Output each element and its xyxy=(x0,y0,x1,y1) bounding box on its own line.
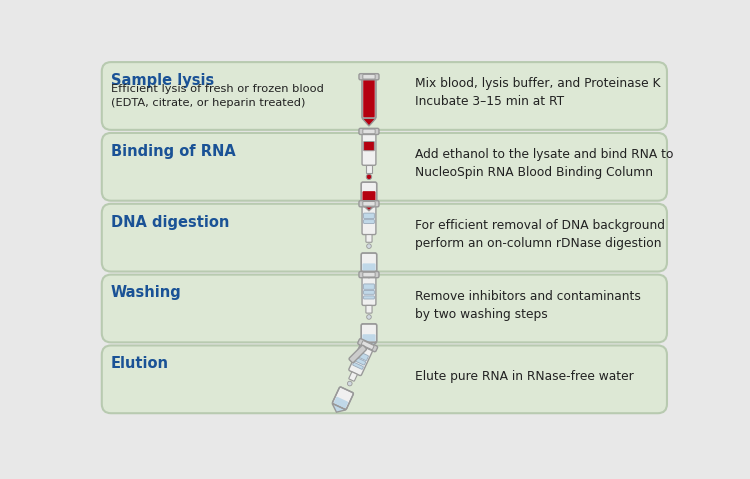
FancyBboxPatch shape xyxy=(362,276,376,306)
FancyBboxPatch shape xyxy=(364,219,374,224)
FancyBboxPatch shape xyxy=(355,357,366,365)
FancyBboxPatch shape xyxy=(364,141,374,151)
FancyBboxPatch shape xyxy=(362,182,376,204)
FancyBboxPatch shape xyxy=(352,363,363,369)
FancyBboxPatch shape xyxy=(359,201,379,207)
FancyBboxPatch shape xyxy=(362,253,376,272)
FancyBboxPatch shape xyxy=(362,205,376,235)
FancyBboxPatch shape xyxy=(358,339,377,352)
FancyBboxPatch shape xyxy=(102,204,667,272)
Polygon shape xyxy=(362,342,376,349)
FancyBboxPatch shape xyxy=(362,133,376,165)
FancyBboxPatch shape xyxy=(366,306,372,313)
FancyBboxPatch shape xyxy=(349,372,357,381)
FancyBboxPatch shape xyxy=(357,352,368,361)
FancyBboxPatch shape xyxy=(364,290,374,294)
FancyBboxPatch shape xyxy=(349,344,373,376)
FancyBboxPatch shape xyxy=(359,74,379,80)
Circle shape xyxy=(347,381,352,386)
FancyBboxPatch shape xyxy=(102,62,667,130)
Text: Elution: Elution xyxy=(111,356,169,371)
FancyBboxPatch shape xyxy=(364,296,374,299)
FancyBboxPatch shape xyxy=(359,128,379,135)
FancyBboxPatch shape xyxy=(102,345,667,413)
FancyBboxPatch shape xyxy=(102,274,667,342)
Text: Elute pure RNA in RNase-free water: Elute pure RNA in RNase-free water xyxy=(416,370,634,383)
FancyBboxPatch shape xyxy=(362,341,374,350)
Circle shape xyxy=(367,244,371,249)
FancyBboxPatch shape xyxy=(362,78,376,118)
FancyBboxPatch shape xyxy=(362,324,376,342)
Text: For efficient removal of DNA background
perform an on-column rDNase digestion: For efficient removal of DNA background … xyxy=(416,219,665,250)
Circle shape xyxy=(367,315,371,319)
FancyBboxPatch shape xyxy=(332,387,353,410)
Text: Binding of RNA: Binding of RNA xyxy=(111,144,236,159)
Circle shape xyxy=(366,174,372,180)
Text: Sample lysis: Sample lysis xyxy=(111,73,214,88)
FancyBboxPatch shape xyxy=(362,263,376,271)
FancyBboxPatch shape xyxy=(349,345,367,363)
FancyBboxPatch shape xyxy=(362,334,376,342)
Polygon shape xyxy=(362,204,376,211)
Polygon shape xyxy=(366,165,372,173)
FancyBboxPatch shape xyxy=(362,191,376,203)
Text: Add ethanol to the lysate and bind RNA to
NucleoSpin RNA Blood Binding Column: Add ethanol to the lysate and bind RNA t… xyxy=(416,148,674,179)
FancyBboxPatch shape xyxy=(334,397,348,408)
FancyBboxPatch shape xyxy=(364,213,374,218)
FancyBboxPatch shape xyxy=(363,272,375,277)
Text: Remove inhibitors and contaminants
by two washing steps: Remove inhibitors and contaminants by tw… xyxy=(416,290,641,321)
Polygon shape xyxy=(362,272,376,278)
Text: Washing: Washing xyxy=(111,285,182,300)
Polygon shape xyxy=(362,118,376,126)
Polygon shape xyxy=(332,403,346,412)
FancyBboxPatch shape xyxy=(366,235,372,242)
Text: DNA digestion: DNA digestion xyxy=(111,215,230,229)
FancyBboxPatch shape xyxy=(363,129,375,134)
FancyBboxPatch shape xyxy=(364,284,374,289)
Text: Mix blood, lysis buffer, and Proteinase K
Incubate 3–15 min at RT: Mix blood, lysis buffer, and Proteinase … xyxy=(416,78,661,108)
FancyBboxPatch shape xyxy=(359,272,379,278)
FancyBboxPatch shape xyxy=(102,133,667,201)
FancyBboxPatch shape xyxy=(363,79,375,117)
Text: Efficient lysis of fresh or frozen blood
(EDTA, citrate, or heparin treated): Efficient lysis of fresh or frozen blood… xyxy=(111,84,324,108)
FancyBboxPatch shape xyxy=(363,74,375,79)
FancyBboxPatch shape xyxy=(363,202,375,206)
